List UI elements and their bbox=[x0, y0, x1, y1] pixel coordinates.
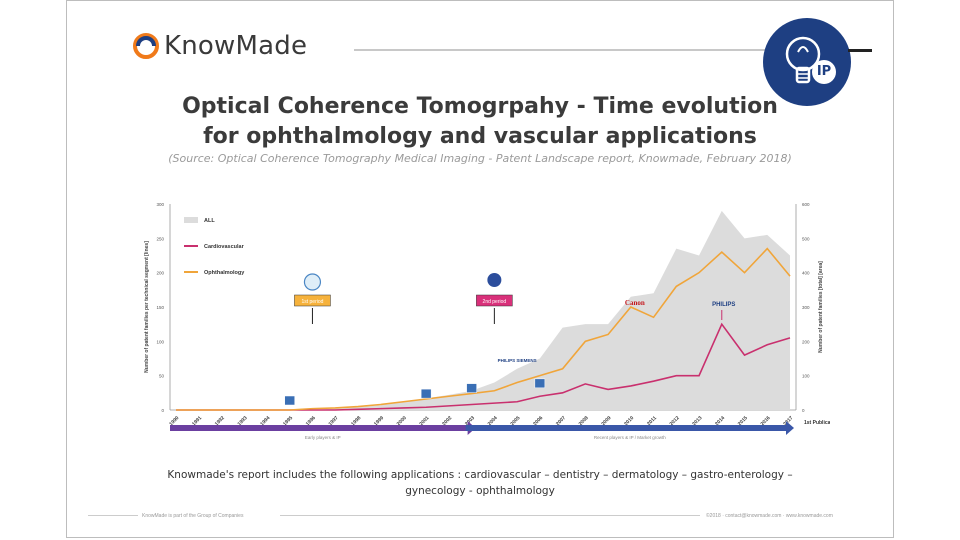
y2-tick-label: 0 bbox=[802, 408, 805, 413]
title-line-1: Optical Coherence Tomogrpahy - Time evol… bbox=[182, 94, 778, 119]
ip-badge bbox=[763, 18, 851, 106]
x-axis-label: 1st Publication year bbox=[804, 420, 830, 426]
period-box bbox=[294, 294, 331, 307]
y-tick-label: 250 bbox=[156, 236, 164, 241]
y2-tick-label: 500 bbox=[802, 236, 810, 241]
company-marker bbox=[534, 378, 546, 389]
knowmade-logo: KnowMade bbox=[132, 30, 307, 62]
page-title: Optical Coherence Tomogrpahy - Time evol… bbox=[100, 92, 860, 152]
footer-line-middle bbox=[280, 515, 700, 516]
y-tick-label: 150 bbox=[156, 305, 164, 310]
legend-label: Ophthalmology bbox=[204, 270, 245, 276]
y-tick-label: 200 bbox=[156, 271, 164, 276]
logo-text: KnowMade bbox=[164, 31, 308, 61]
phase-arrow-bar bbox=[465, 425, 786, 431]
applications-note: Knowmade's report includes the following… bbox=[167, 469, 793, 497]
company-marker bbox=[284, 395, 295, 406]
series-all-area bbox=[176, 210, 790, 410]
heart-icon bbox=[487, 273, 502, 287]
source-caption: (Source: Optical Coherence Tomography Me… bbox=[168, 152, 792, 165]
y-tick-label: 300 bbox=[156, 202, 164, 207]
y-tick-label: 0 bbox=[161, 408, 164, 413]
phase-arrow-head bbox=[786, 421, 794, 435]
y-tick-label: 100 bbox=[156, 339, 164, 344]
company-marker bbox=[420, 388, 432, 399]
period-label: 1st period bbox=[301, 299, 323, 305]
y2-tick-label: 300 bbox=[802, 305, 810, 310]
header-divider bbox=[354, 49, 766, 51]
series-ophthalmology-line bbox=[176, 247, 791, 411]
footer-right-text: ©2018 · contact@knowmade.com · www.knowm… bbox=[706, 513, 833, 519]
canon-logo-label: Canon bbox=[625, 299, 645, 307]
header-divider-right bbox=[848, 49, 872, 52]
y2-axis-label: Number of patent families [total] [area] bbox=[818, 261, 824, 353]
legend-swatch bbox=[184, 245, 198, 247]
time-evolution-chart: 0 50 100 150 200 250 300 0 100 200 300 400 500 600 Num… bbox=[144, 202, 830, 440]
company-marker bbox=[466, 383, 477, 393]
legend-label: ALL bbox=[204, 218, 215, 224]
y2-tick-label: 100 bbox=[802, 374, 810, 379]
y2-tick-label: 600 bbox=[802, 202, 810, 207]
period-box bbox=[476, 294, 513, 307]
legend-swatch bbox=[184, 271, 198, 273]
y-axis-label: Number of patent families per technical … bbox=[144, 241, 150, 373]
phase-label: Early players & IP bbox=[305, 435, 341, 440]
y-tick-label: 50 bbox=[159, 374, 165, 379]
footer-left-text: KnowMade is part of the Group of Compani… bbox=[142, 513, 244, 519]
knowmade-mark-icon bbox=[133, 33, 159, 59]
philips-siemens-logo-label: PHILIPS SIEMENS bbox=[498, 358, 537, 363]
eye-icon bbox=[303, 273, 322, 291]
legend-label: Cardiovascular bbox=[204, 244, 245, 250]
lightbulb-icon bbox=[785, 36, 821, 84]
period-label: 2nd period bbox=[483, 299, 507, 305]
ip-label: IP bbox=[812, 60, 836, 84]
title-line-2: for ophthalmology and vascular applicati… bbox=[203, 124, 757, 149]
philips-logo-label: PHILIPS bbox=[712, 302, 735, 308]
y2-tick-label: 200 bbox=[802, 339, 810, 344]
phase-label: Recent players & IP / Market growth bbox=[594, 435, 666, 440]
legend-swatch bbox=[184, 217, 198, 223]
y2-tick-label: 400 bbox=[802, 271, 810, 276]
footer-line-left bbox=[88, 515, 138, 516]
phase-arrow-bar bbox=[170, 425, 468, 431]
